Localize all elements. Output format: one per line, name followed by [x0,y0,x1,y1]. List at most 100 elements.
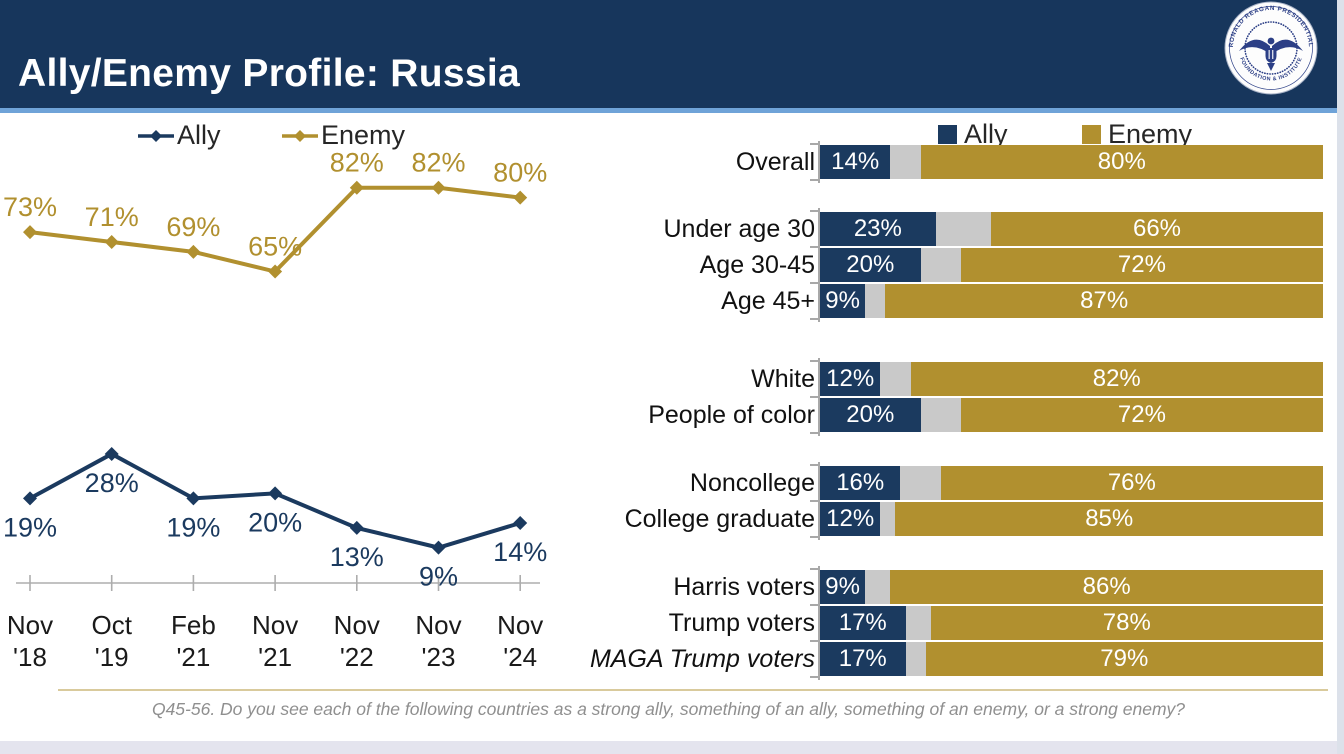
bar-row: 20% 72% [820,398,1323,432]
legend-marker-enemy [282,129,318,142]
bar-segment-neutral [900,466,941,500]
bar-axis-tick [810,500,819,502]
bar-segment-ally: 23% [820,212,936,246]
bar-segment-enemy: 76% [940,466,1323,500]
bar-segment-ally: 20% [820,248,921,282]
bar-segment-enemy: 79% [925,642,1323,676]
bar-axis-tick [810,676,819,678]
legend-label: Ally [964,119,1008,149]
data-label-enemy: 82% [411,148,465,178]
bar-axis-tick [810,246,819,248]
x-axis-label: Nov '24 [497,610,543,672]
data-label-enemy: 69% [166,212,220,242]
bar-segment-neutral [935,212,992,246]
bar-axis-tick [810,282,819,284]
bar-axis-tick [810,640,819,642]
x-axis-label: Nov '21 [252,610,298,672]
data-label-enemy: 71% [85,202,139,232]
bar-segment-enemy: 87% [885,284,1323,318]
data-point-marker-ally [186,491,201,506]
bar-group-axis [818,462,820,540]
data-point-marker-ally [349,520,364,535]
data-point-marker-enemy [431,180,446,195]
data-point-marker-enemy [513,190,528,205]
x-axis-label: Nov '18 [7,610,53,672]
bar-segment-neutral [880,362,911,396]
data-point-marker-enemy [186,244,201,259]
x-axis-label: Nov '23 [415,610,461,672]
bar-row: 23% 66% [820,212,1323,246]
x-axis-label: Oct '19 [91,610,132,672]
bar-segment-ally: 12% [820,362,881,396]
bar-segment-neutral [920,398,961,432]
bar-row: 20% 72% [820,248,1323,282]
data-point-marker-ally [431,540,446,555]
bar-segment-enemy: 72% [960,248,1323,282]
page-title: Ally/Enemy Profile: Russia [18,52,520,95]
legend-label: Enemy [321,120,406,150]
bar-axis-tick [810,360,819,362]
bar-row: 12% 82% [820,362,1323,396]
bar-segment-neutral [905,642,926,676]
category-label: Age 45+ [721,287,815,315]
bar-segment-neutral [920,248,961,282]
bar-row: 9% 87% [820,284,1323,318]
bar-axis-tick [810,568,819,570]
data-point-marker-enemy [268,264,283,279]
category-label: Overall [735,148,815,176]
bar-segment-neutral [905,606,931,640]
data-label-ally: 28% [85,468,139,498]
bar-segment-ally: 9% [820,284,866,318]
data-label-enemy: 65% [248,232,302,262]
category-label: MAGA Trump voters [589,645,815,673]
bar-group-axis [818,358,820,436]
bar-axis-tick [810,536,819,538]
data-point-marker-ally [513,515,528,530]
bar-segment-ally: 9% [820,570,866,604]
legend-item-ally: Ally [138,120,221,151]
data-label-ally: 19% [166,512,220,542]
bar-row: 17% 79% [820,642,1323,676]
category-label: Age 30-45 [699,251,815,279]
bar-segment-ally: 17% [820,642,906,676]
bar-segment-enemy: 82% [910,362,1323,396]
bar-segment-ally: 14% [820,145,891,179]
bar-group-axis [818,141,820,183]
footnote-question: Q45-56. Do you see each of the following… [151,699,1186,719]
bar-axis-tick [810,179,819,181]
data-label-ally: 9% [419,562,458,592]
bar-group-axis [818,566,820,680]
bar-axis-tick [810,210,819,212]
bar-axis-tick [810,432,819,434]
bar-segment-enemy: 86% [890,570,1323,604]
bar-axis-tick [810,464,819,466]
category-label: Noncollege [689,469,815,497]
legend-swatch-ally [938,125,957,144]
bar-segment-enemy: 78% [930,606,1323,640]
category-label: College graduate [624,505,815,533]
bar-group-axis [818,208,820,322]
seal-eagle-emblem [1239,37,1303,71]
data-point-marker-enemy [349,180,364,195]
bar-axis-tick [810,604,819,606]
data-point-marker-ally [104,446,119,461]
x-axis-label: Feb '21 [171,610,216,672]
reagan-foundation-seal-logo: RONALD REAGAN PRESIDENTIAL FOUNDATION & … [1224,1,1318,95]
data-label-ally: 14% [493,537,547,567]
category-label: White [751,365,815,393]
bar-segment-enemy: 80% [920,145,1323,179]
bar-segment-enemy: 66% [991,212,1323,246]
bar-segment-ally: 12% [820,502,881,536]
data-label-enemy: 73% [3,192,57,222]
legend-item-ally: Ally [938,119,1008,150]
right-edge-strip [1337,0,1344,754]
category-label: Trump voters [668,609,815,637]
bar-axis-tick [810,318,819,320]
bar-segment-neutral [880,502,896,536]
trend-line-chart: Nov '18 Oct '19 Feb '21 Nov '21 Nov '22 Nov '23 Nov '… [3,148,547,672]
bar-segment-enemy: 72% [960,398,1323,432]
footer-divider [58,689,1328,691]
data-point-marker-ally [268,486,283,501]
bar-axis-tick [810,143,819,145]
